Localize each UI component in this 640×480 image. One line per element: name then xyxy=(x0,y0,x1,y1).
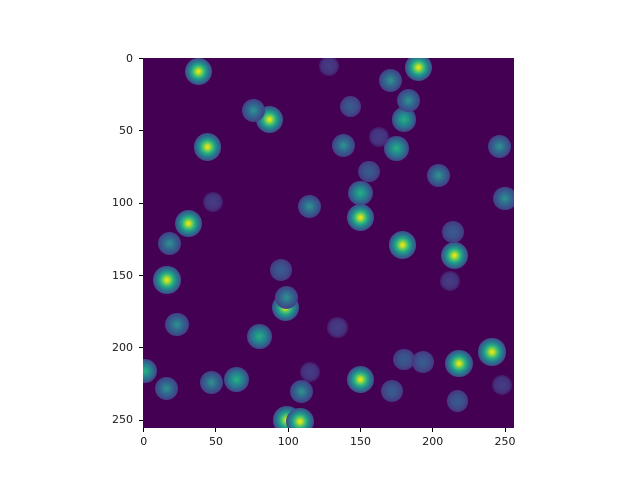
intensity-blob xyxy=(404,58,433,82)
x-tick-mark xyxy=(432,428,434,432)
x-tick-label: 250 xyxy=(494,435,516,448)
y-tick-mark xyxy=(139,347,143,349)
intensity-blob xyxy=(427,164,451,188)
y-tick-label: 50 xyxy=(119,123,133,137)
intensity-blob xyxy=(331,133,355,157)
plot-area xyxy=(143,58,514,428)
intensity-blob xyxy=(200,370,224,395)
y-tick-mark xyxy=(139,58,143,60)
intensity-blob xyxy=(445,349,473,378)
intensity-blob xyxy=(442,221,464,243)
intensity-blob xyxy=(346,203,375,232)
intensity-blob xyxy=(184,58,213,86)
blob-layer xyxy=(143,58,514,428)
intensity-blob xyxy=(487,135,511,159)
intensity-blob xyxy=(158,232,182,256)
intensity-blob xyxy=(339,95,362,118)
intensity-blob xyxy=(493,187,514,211)
x-tick-mark xyxy=(215,428,217,432)
y-tick-mark xyxy=(139,419,143,421)
x-tick-mark xyxy=(143,428,145,432)
intensity-blob xyxy=(289,379,313,403)
x-tick-mark xyxy=(360,428,362,432)
x-tick-label: 200 xyxy=(422,435,444,448)
intensity-blob xyxy=(388,231,417,259)
intensity-blob xyxy=(174,209,203,238)
x-tick-label: 100 xyxy=(277,435,299,448)
y-tick-label: 0 xyxy=(126,51,133,65)
y-tick-label: 150 xyxy=(112,268,133,282)
intensity-blob xyxy=(446,390,469,413)
intensity-blob xyxy=(358,160,381,183)
intensity-blob xyxy=(369,126,390,147)
intensity-blob xyxy=(298,194,322,218)
x-tick-label: 50 xyxy=(208,435,223,448)
y-tick-label: 200 xyxy=(112,340,133,354)
intensity-blob xyxy=(440,271,461,292)
intensity-blob xyxy=(492,375,513,396)
intensity-blob xyxy=(223,367,249,392)
intensity-blob xyxy=(143,358,158,384)
intensity-blob xyxy=(299,362,321,383)
y-tick-mark xyxy=(139,275,143,277)
intensity-blob xyxy=(381,380,404,402)
y-tick-mark xyxy=(139,202,143,204)
y-tick-mark xyxy=(139,130,143,132)
intensity-blob xyxy=(478,338,506,366)
x-tick-mark xyxy=(287,428,289,432)
intensity-blob xyxy=(247,323,272,349)
x-tick-mark xyxy=(504,428,506,432)
intensity-blob xyxy=(202,191,224,212)
intensity-blob xyxy=(286,407,314,428)
x-tick-label: 150 xyxy=(350,435,372,448)
y-tick-label: 250 xyxy=(112,413,133,427)
intensity-blob xyxy=(318,58,339,77)
intensity-blob xyxy=(440,241,469,269)
y-tick-label: 100 xyxy=(112,196,133,210)
intensity-blob xyxy=(393,348,415,371)
intensity-blob xyxy=(346,365,375,394)
x-axis-ticks: 0 50 100 150 200 250 xyxy=(140,428,516,458)
intensity-blob xyxy=(396,89,420,113)
intensity-blob xyxy=(242,99,266,123)
intensity-blob xyxy=(165,313,189,337)
intensity-blob xyxy=(411,351,434,374)
intensity-blob xyxy=(270,258,292,281)
intensity-blob xyxy=(153,266,181,294)
intensity-blob xyxy=(327,317,348,338)
intensity-blob xyxy=(155,376,179,400)
x-tick-label: 0 xyxy=(140,435,148,448)
intensity-blob xyxy=(193,133,222,161)
intensity-blob xyxy=(275,285,299,309)
y-axis-ticks: 0 50 100 150 200 250 xyxy=(0,52,143,428)
intensity-blob xyxy=(379,68,403,92)
intensity-blob xyxy=(348,180,373,206)
